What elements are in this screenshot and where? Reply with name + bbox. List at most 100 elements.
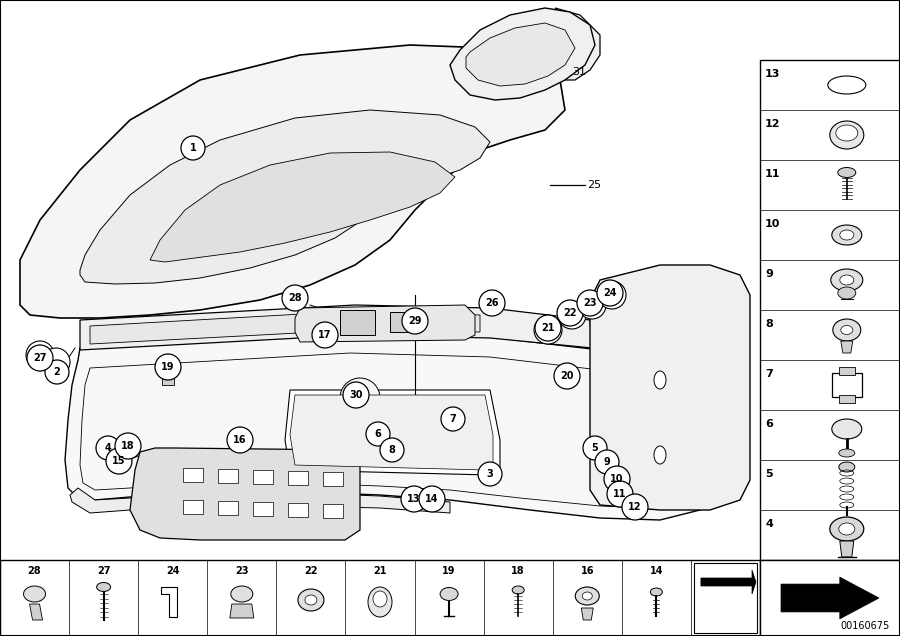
Text: 12: 12 [765,119,780,129]
Polygon shape [555,8,600,80]
FancyBboxPatch shape [218,501,238,515]
Ellipse shape [23,586,46,602]
Text: 22: 22 [563,308,577,318]
Ellipse shape [96,583,111,591]
Polygon shape [285,390,500,475]
FancyBboxPatch shape [183,500,203,514]
Circle shape [598,281,626,309]
Polygon shape [90,311,480,344]
FancyBboxPatch shape [694,563,757,633]
Circle shape [557,300,583,326]
Text: 9: 9 [604,457,610,467]
Circle shape [479,290,505,316]
Circle shape [622,494,648,520]
Circle shape [26,341,54,369]
Ellipse shape [836,125,858,141]
Circle shape [181,136,205,160]
Text: 6: 6 [765,419,773,429]
Text: 7: 7 [765,369,773,379]
FancyBboxPatch shape [760,560,900,636]
Circle shape [441,407,465,431]
Text: 17: 17 [319,330,332,340]
Polygon shape [70,488,450,513]
Text: 9: 9 [765,269,773,279]
Text: 5: 5 [765,469,772,479]
FancyBboxPatch shape [323,504,343,518]
Ellipse shape [838,287,856,299]
Polygon shape [80,110,490,284]
Circle shape [155,354,181,380]
Polygon shape [466,23,575,86]
Text: 1: 1 [190,143,196,153]
Text: 28: 28 [288,293,302,303]
Text: 24: 24 [166,566,179,576]
Circle shape [597,280,623,306]
Circle shape [312,322,338,348]
Text: 27: 27 [33,353,47,363]
Circle shape [366,422,390,446]
FancyBboxPatch shape [183,468,203,482]
Ellipse shape [373,591,387,607]
Text: 18: 18 [122,441,135,451]
Ellipse shape [828,76,866,94]
Polygon shape [581,608,593,620]
Ellipse shape [832,419,862,439]
FancyBboxPatch shape [253,502,273,516]
Ellipse shape [840,275,854,285]
Polygon shape [161,587,176,617]
Text: 12: 12 [628,502,642,512]
FancyBboxPatch shape [323,472,343,486]
Ellipse shape [830,121,864,149]
Text: 16: 16 [580,566,594,576]
Circle shape [106,448,132,474]
Text: 27: 27 [97,566,111,576]
Ellipse shape [440,588,458,600]
Text: 26: 26 [485,298,499,308]
Polygon shape [20,45,565,318]
Text: 2: 2 [54,367,60,377]
Circle shape [558,301,586,329]
Text: 8: 8 [389,445,395,455]
Ellipse shape [839,462,855,472]
Ellipse shape [298,589,324,611]
Circle shape [534,316,562,344]
Circle shape [607,481,633,507]
Circle shape [227,427,253,453]
Text: 25: 25 [587,180,601,190]
Circle shape [282,285,308,311]
Polygon shape [30,604,42,620]
Polygon shape [701,570,756,594]
Text: 29: 29 [409,316,422,326]
Circle shape [343,382,369,408]
Circle shape [478,462,502,486]
Ellipse shape [841,326,853,335]
Circle shape [583,436,607,460]
Text: 11: 11 [613,489,626,499]
Text: 10: 10 [610,474,624,484]
Circle shape [578,291,606,319]
Circle shape [401,486,427,512]
Ellipse shape [654,446,666,464]
FancyBboxPatch shape [288,471,308,485]
Polygon shape [450,8,595,100]
FancyBboxPatch shape [218,469,238,483]
Polygon shape [80,305,592,350]
Ellipse shape [839,449,855,457]
Polygon shape [781,577,879,619]
Polygon shape [590,265,750,510]
Circle shape [380,438,404,462]
Circle shape [45,360,69,384]
Text: 14: 14 [425,494,439,504]
Ellipse shape [831,269,863,291]
Ellipse shape [230,586,253,602]
Text: 11: 11 [765,169,780,179]
FancyBboxPatch shape [760,60,900,560]
Circle shape [160,360,176,376]
Circle shape [419,486,445,512]
Text: 3: 3 [487,469,493,479]
FancyBboxPatch shape [162,373,174,385]
Polygon shape [230,604,254,618]
Circle shape [115,433,141,459]
Text: 18: 18 [511,566,525,576]
FancyBboxPatch shape [839,367,855,375]
